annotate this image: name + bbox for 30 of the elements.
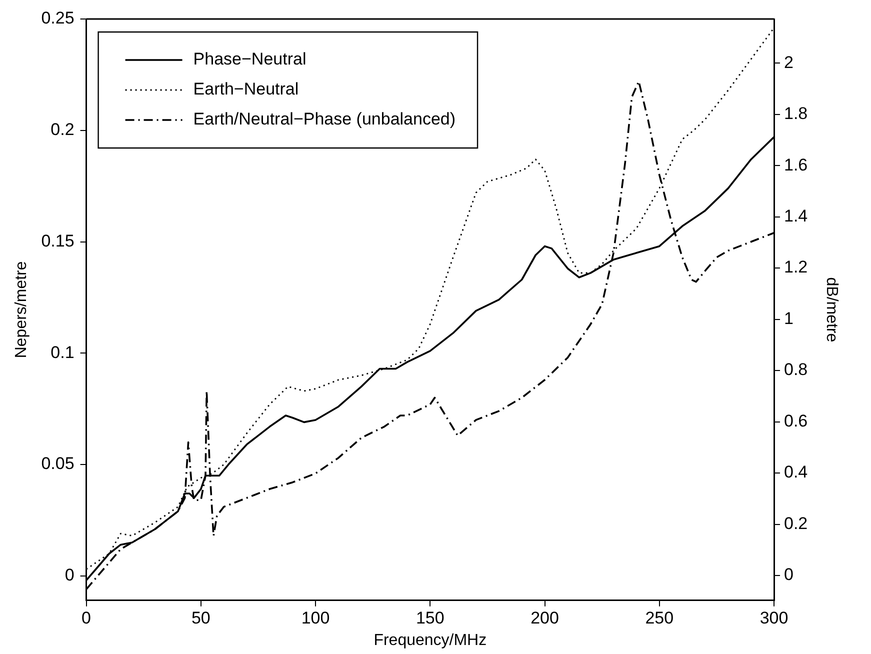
y2-tick-label: 1.6 (784, 155, 808, 174)
y2-tick-label: 1.8 (784, 104, 808, 124)
y2-axis-title: dB/metre (822, 277, 840, 342)
y2-tick-label: 0.4 (784, 462, 808, 482)
legend-label: Earth/Neutral−Phase (unbalanced) (193, 110, 456, 129)
y2-tick-label: 0.2 (784, 514, 808, 533)
y-tick-label: 0 (64, 566, 74, 585)
x-tick-label: 50 (191, 608, 210, 628)
y-tick-label: 0.05 (41, 454, 74, 474)
y-tick-label: 0.1 (50, 342, 74, 362)
y2-tick-label: 0.6 (784, 411, 808, 430)
x-axis-title: Frequency/MHz (374, 632, 487, 649)
x-tick-label: 0 (82, 608, 92, 628)
y2-tick-label: 1 (784, 308, 794, 328)
x-tick-label: 200 (530, 608, 559, 628)
x-tick-label: 300 (760, 608, 788, 628)
y-axis-title: Nepers/metre (13, 261, 30, 358)
x-tick-label: 150 (416, 608, 444, 628)
y2-tick-label: 0.8 (784, 360, 808, 380)
y-tick-label: 0.2 (50, 120, 74, 140)
y2-tick-label: 2 (784, 52, 794, 72)
y-tick-label: 0.25 (41, 8, 74, 28)
x-tick-label: 250 (645, 608, 674, 628)
legend-label: Phase−Neutral (193, 50, 306, 69)
y2-tick-label: 1.4 (784, 206, 808, 226)
y2-tick-label: 1.2 (784, 258, 808, 277)
y2-tick-label: 0 (784, 565, 794, 584)
x-tick-label: 100 (301, 608, 330, 628)
y-tick-label: 0.15 (41, 231, 74, 250)
legend-label: Earth−Neutral (193, 80, 299, 99)
